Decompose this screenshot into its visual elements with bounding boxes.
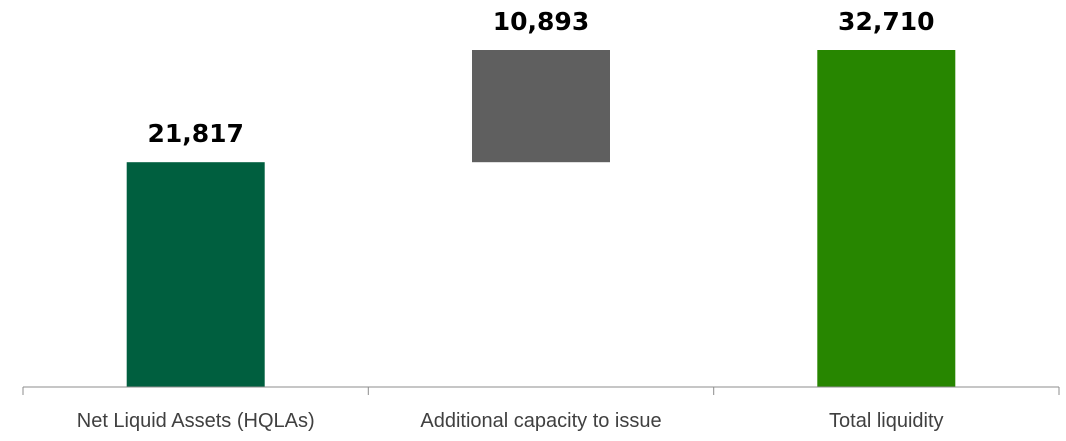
value-labels-layer: 21,817 10,893 32,710 xyxy=(147,7,934,148)
bars-layer xyxy=(126,50,956,387)
x-tick-label-2: Additional capacity to issue xyxy=(420,410,661,432)
x-tick-label-3: Total liquidity xyxy=(829,410,944,432)
bar-2 xyxy=(472,50,610,163)
value-label-2: 10,893 xyxy=(493,7,589,36)
bar-3 xyxy=(817,50,956,387)
x-tick-label-1: Net Liquid Assets (HQLAs) xyxy=(77,410,315,432)
bar-1 xyxy=(126,162,265,387)
x-axis xyxy=(22,386,1060,395)
value-label-3: 32,710 xyxy=(838,7,934,36)
x-tick-labels-layer: Net Liquid Assets (HQLAs) Additional capa… xyxy=(77,410,944,432)
value-label-1: 21,817 xyxy=(147,119,243,148)
